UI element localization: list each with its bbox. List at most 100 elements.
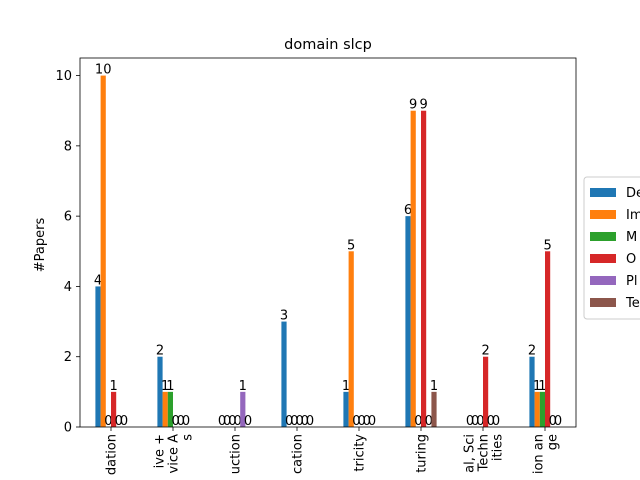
bar-value-label: 0 [104,414,112,429]
legend-swatch [590,298,616,307]
bar-value-label: 0 [285,414,293,429]
y-tick-label: 8 [64,139,72,154]
bar [281,321,287,427]
bar-value-label: 0 [549,414,557,429]
chart-title: domain slcp [284,37,372,53]
legend-swatch [590,232,616,241]
bar-value-label: 0 [414,414,422,429]
bar [529,356,535,427]
bar-value-label: 0 [228,414,236,429]
bar-value-label: 1 [430,379,438,394]
x-tick-label: dation [105,434,120,475]
x-tick-label: ion an ge [532,434,561,474]
bar [100,75,106,428]
legend-label: M [626,230,637,245]
y-tick-label: 4 [64,280,72,295]
bar-value-label: 2 [481,344,489,359]
x-tick-label-line: cation [291,434,306,474]
bar-value-label: 1 [109,379,117,394]
bar-value-label: 0 [295,414,303,429]
bar-value-label: 0 [471,414,479,429]
x-tick-label: turing [415,434,430,473]
bar-value-label: 6 [404,203,412,218]
bar [539,391,545,427]
x-tick-label-line: tricity [353,434,368,472]
bar [95,286,101,427]
axes-frame [79,57,577,428]
y-axis-label: #Papers [33,218,48,273]
bar-value-label: 0 [120,414,128,429]
bar-value-label: 0 [177,414,185,429]
bar-value-label: 0 [233,414,241,429]
bar [348,251,354,427]
bar [410,110,416,427]
x-tick-label: uction [229,434,244,474]
bar [421,110,427,427]
legend-label: Te [625,296,640,311]
bar [111,391,117,427]
bar [431,391,437,427]
legend-label: Pl [626,274,637,289]
bar-value-label: 2 [528,344,536,359]
bar-value-label: 0 [363,414,371,429]
y-tick-label: 2 [64,350,72,365]
bar [343,391,349,427]
legend-label: De [626,186,640,201]
bar-value-label: 1 [538,379,546,394]
bar-value-label: 3 [280,309,288,324]
bar-value-label: 2 [156,344,164,359]
x-tick-label-line: ge [546,434,561,450]
x-tick-label-line: turing [415,434,430,473]
bar-value-label: 0 [487,414,495,429]
legend-swatch [590,210,616,219]
bar-value-label: 0 [306,414,314,429]
legend-swatch [590,188,616,197]
x-tick-label: tricity [353,434,368,472]
y-tick-label: 6 [64,210,72,225]
bar-value-label: 1 [166,379,174,394]
bar-value-label: 0 [171,414,179,429]
y-tick-label: 0 [64,421,72,436]
bar-value-label: 5 [347,238,355,253]
bar-value-label: 1 [239,379,247,394]
legend: De Im MO Pl Te [583,176,640,320]
x-tick-label: cation [291,434,306,474]
bar [240,391,246,427]
x-tick-label: al, Sci Techn ities [463,434,506,473]
bar-value-label: 9 [409,98,417,113]
bar-value-label: 5 [543,238,551,253]
bar-value-label: 0 [218,414,226,429]
bar-value-label: 0 [223,414,231,429]
bar-value-label: 0 [425,414,433,429]
legend-label: O [626,252,636,267]
x-tick-label-line: uction [229,434,244,474]
bar-value-label: 0 [476,414,484,429]
bar-value-label: 4 [94,273,102,288]
bar-value-label: 0 [352,414,360,429]
bar-value-label: 9 [419,98,427,113]
bar [534,391,540,427]
bar-value-label: 0 [357,414,365,429]
x-tick-label-line: al, Sci [463,434,478,473]
legend-swatch [590,276,616,285]
legend-label: Im [626,208,640,223]
bar-value-label: 0 [368,414,376,429]
x-tick-label-line: ities [491,434,506,461]
x-tick-label-line: dation [105,434,120,475]
bar [162,391,168,427]
y-tick-label: 10 [55,69,72,84]
bar-value-label: 1 [342,379,350,394]
legend-swatch [590,254,616,263]
x-tick-label-line: Techn [477,434,492,472]
bar-value-label: 0 [244,414,252,429]
bar [483,356,489,427]
x-tick-label-line: ive + [153,434,168,468]
bar [405,216,411,427]
bar [545,251,551,427]
x-tick-label-line: vice A [167,434,182,474]
bar-value-label: 0 [554,414,562,429]
bar-value-label: 0 [466,414,474,429]
